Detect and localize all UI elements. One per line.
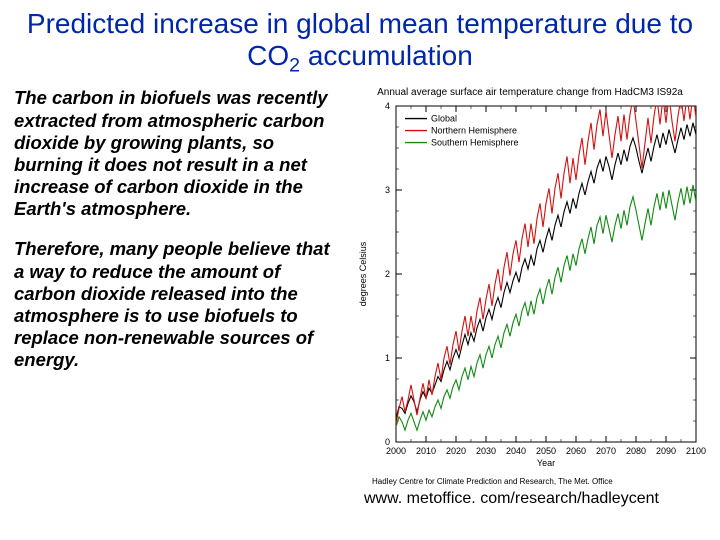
svg-text:2090: 2090 [656, 446, 676, 456]
svg-text:2050: 2050 [536, 446, 556, 456]
svg-text:2000: 2000 [386, 446, 406, 456]
svg-text:3: 3 [385, 185, 390, 195]
svg-text:2030: 2030 [476, 446, 496, 456]
svg-text:Global: Global [431, 114, 457, 124]
svg-text:2040: 2040 [506, 446, 526, 456]
svg-text:2080: 2080 [626, 446, 646, 456]
chart-title: Annual average surface air temperature c… [354, 87, 706, 98]
chart-svg: 0123420002010202020302040205020602070208… [354, 100, 706, 470]
svg-text:Northern Hemisphere: Northern Hemisphere [431, 126, 517, 136]
svg-text:2: 2 [385, 269, 390, 279]
svg-text:2010: 2010 [416, 446, 436, 456]
paragraph-2: Therefore, many people believe that a wa… [14, 238, 344, 371]
svg-text:2020: 2020 [446, 446, 466, 456]
svg-text:4: 4 [385, 101, 390, 111]
temperature-chart: Annual average surface air temperature c… [354, 87, 706, 486]
svg-text:degrees Celsius: degrees Celsius [358, 242, 368, 307]
page-title: Predicted increase in global mean temper… [14, 8, 706, 77]
svg-text:1: 1 [385, 353, 390, 363]
svg-text:Southern Hemisphere: Southern Hemisphere [431, 138, 519, 148]
chart-credit: Hadley Centre for Climate Prediction and… [354, 477, 706, 486]
body-text-column: The carbon in biofuels was recently extr… [14, 87, 344, 508]
svg-text:Year: Year [537, 458, 555, 468]
svg-text:2100: 2100 [686, 446, 706, 456]
svg-text:2060: 2060 [566, 446, 586, 456]
source-url: www. metoffice. com/research/hadleycent [354, 490, 706, 508]
svg-text:2070: 2070 [596, 446, 616, 456]
paragraph-1: The carbon in biofuels was recently extr… [14, 87, 344, 220]
